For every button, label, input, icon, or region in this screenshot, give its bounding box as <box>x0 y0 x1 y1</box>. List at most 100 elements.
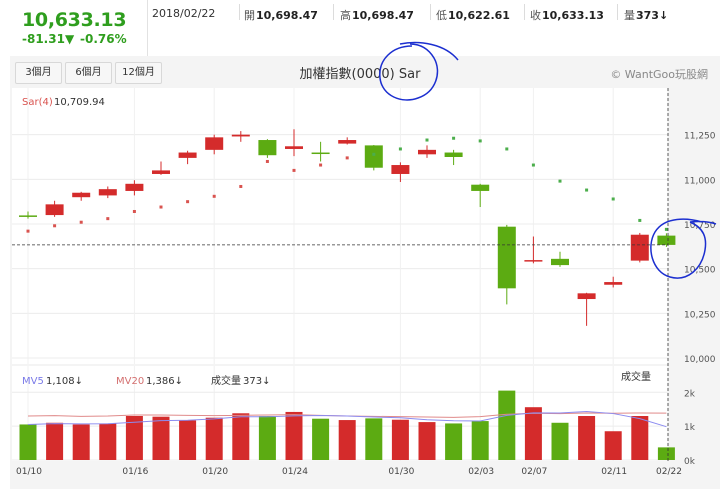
price-tick-label: 10,750 <box>684 221 716 231</box>
candle-body <box>471 184 490 191</box>
low-number: 10,622.61 <box>448 9 510 22</box>
candle-body <box>418 149 436 155</box>
sar-dot <box>638 218 642 222</box>
volume-bar <box>524 407 542 460</box>
volume-bar <box>179 420 197 460</box>
mv5-label: MV5 <box>22 376 44 387</box>
price-tick-label: 11,250 <box>684 132 716 142</box>
volume-series-label: 成交量 <box>211 374 241 387</box>
candle-body <box>178 152 197 158</box>
volume-bar <box>46 422 64 460</box>
volume-bar <box>365 418 383 460</box>
volume-bar <box>19 424 37 460</box>
volume-panel-title: 成交量 <box>621 370 651 383</box>
divider <box>617 4 618 20</box>
open-number: 10,698.47 <box>256 9 318 22</box>
sar-dot <box>611 197 615 201</box>
low-label: 低 <box>436 9 447 22</box>
sar-dot <box>265 159 269 163</box>
price-tick-label: 10,250 <box>684 310 716 320</box>
sar-dots <box>26 136 668 233</box>
sar-dot <box>345 156 349 160</box>
candle-body <box>444 152 463 157</box>
open-value: 開10,698.47 <box>244 7 318 23</box>
current-price: 10,633.13 <box>22 9 127 31</box>
close-value: 收10,633.13 <box>530 7 604 23</box>
high-number: 10,698.47 <box>352 9 414 22</box>
volume-bar <box>445 423 463 460</box>
sar-dot <box>478 139 482 143</box>
grid <box>12 88 669 461</box>
sar-dot <box>425 138 429 142</box>
sar-dot <box>186 200 190 204</box>
quote-summary: 10,633.13 -81.31▼ -0.76% <box>0 0 148 56</box>
sar-dot <box>398 147 402 151</box>
volume-bar <box>205 417 223 460</box>
volume-bar <box>391 419 409 460</box>
candle-body <box>311 152 330 155</box>
chart-title: 加權指數(0000) Sar <box>299 67 421 82</box>
candle-body <box>205 137 224 150</box>
sar-dot <box>159 205 163 209</box>
divider <box>430 4 431 20</box>
mv20-value: 1,386↓ <box>146 376 183 387</box>
candle-body <box>125 183 144 191</box>
price-tick-label: 10,500 <box>684 266 716 276</box>
sar-dot <box>372 152 376 156</box>
sar-dot <box>106 217 110 221</box>
volume-bar <box>498 390 516 460</box>
sar-dot <box>53 224 57 228</box>
price-change-percent: -0.76% <box>80 32 127 46</box>
sar-dot <box>292 168 296 172</box>
volume-tick-label: 2k <box>684 389 696 399</box>
divider <box>333 4 334 20</box>
high-value: 高10,698.47 <box>340 7 414 23</box>
sar-dot <box>585 188 589 192</box>
x-tick-label: 01/10 <box>16 467 42 477</box>
divider <box>524 4 525 20</box>
candle-body <box>551 258 569 266</box>
volume-bars <box>19 390 675 460</box>
mv20-label: MV20 <box>116 376 144 387</box>
x-tick-label: 01/16 <box>122 467 148 477</box>
annotation-circle-title <box>379 41 459 101</box>
sar-dot <box>239 184 243 188</box>
candle-body <box>524 260 543 262</box>
price-tick-label: 10,000 <box>684 355 716 365</box>
volume-value: 量373↓ <box>624 7 668 23</box>
volume-bar <box>232 413 250 460</box>
volume-bar <box>338 420 356 460</box>
volume-bar <box>258 416 276 460</box>
quote-date: 2018/02/22 <box>152 7 216 20</box>
volume-series-value: 373↓ <box>243 376 270 387</box>
x-tick-label: 02/07 <box>521 467 547 477</box>
volume-bar <box>312 418 330 460</box>
volume-tick-label: 0k <box>684 457 696 467</box>
close-number: 10,633.13 <box>542 9 604 22</box>
volume-label: 量 <box>624 9 635 22</box>
tab-12-months[interactable]: 12個月 <box>115 62 162 84</box>
candle-body <box>19 215 37 217</box>
sar-value: 10,709.94 <box>54 97 105 108</box>
candle-body <box>72 192 91 198</box>
price-change: -81.31▼ <box>22 32 75 46</box>
mv5-value: 1,108↓ <box>46 376 83 387</box>
volume-bar <box>152 416 170 460</box>
candle-body <box>285 146 303 149</box>
tab-3-months[interactable]: 3個月 <box>15 62 62 84</box>
x-tick-label: 01/30 <box>388 467 414 477</box>
candle-body <box>657 235 676 245</box>
close-label: 收 <box>530 9 541 22</box>
sar-dot <box>132 209 136 213</box>
candle-body <box>152 170 170 174</box>
candle-body <box>630 234 649 261</box>
sar-dot <box>319 163 323 167</box>
x-tick-label: 02/11 <box>601 467 627 477</box>
sar-dot <box>664 227 668 231</box>
volume-bar <box>125 416 143 460</box>
volume-bar <box>604 431 622 460</box>
volume-bar <box>551 422 569 460</box>
price-plot-area <box>12 88 668 364</box>
tab-6-months[interactable]: 6個月 <box>65 62 112 84</box>
